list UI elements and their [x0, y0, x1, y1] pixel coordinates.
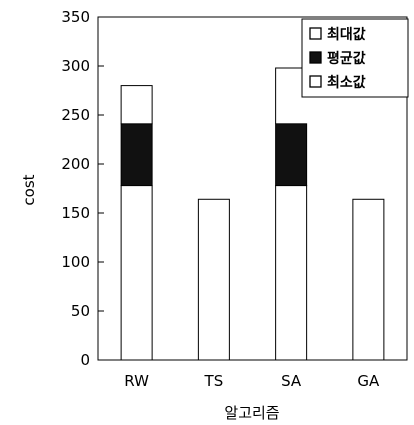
bar-rw-series-1 — [120, 123, 153, 187]
y-tick-label: 350 — [61, 8, 90, 26]
legend-leader-line — [275, 67, 302, 124]
legend-label-avg: 평균값 — [327, 50, 366, 67]
bar-ga-series-0 — [352, 198, 385, 361]
x-tick-label: TS — [204, 372, 224, 390]
legend-swatch-max — [309, 27, 322, 40]
bar-sa-series-1 — [275, 123, 308, 187]
y-tick-label: 100 — [61, 253, 90, 271]
y-axis: 0 50 100 150 200 250 300 350 — [61, 8, 104, 369]
legend-swatch-avg — [309, 51, 322, 64]
y-tick-label: 250 — [61, 106, 90, 124]
x-axis-title: 알고리즘 — [224, 404, 279, 422]
legend-label-max: 최대값 — [327, 27, 366, 43]
y-tick-label: 300 — [61, 57, 90, 75]
y-tick-label: 50 — [71, 302, 90, 320]
y-tick-label: 0 — [80, 351, 90, 369]
x-axis: RW TS SA GA — [124, 372, 380, 390]
legend: 최대값 평균값 최소값 — [301, 18, 409, 98]
y-tick-label: 150 — [61, 204, 90, 222]
bar-series — [120, 67, 385, 361]
y-axis-title: cost — [20, 174, 38, 205]
bar-ts-series-0 — [197, 198, 230, 361]
x-tick-label: RW — [124, 372, 149, 390]
x-tick-label: GA — [357, 372, 380, 390]
legend-swatch-min — [309, 75, 322, 88]
bar-rw-series-2 — [120, 85, 153, 125]
x-tick-label: SA — [281, 372, 302, 390]
bar-sa-series-0 — [275, 185, 308, 361]
legend-label-min: 최소값 — [327, 75, 366, 91]
y-tick-label: 200 — [61, 155, 90, 173]
bar-rw-series-0 — [120, 185, 153, 361]
